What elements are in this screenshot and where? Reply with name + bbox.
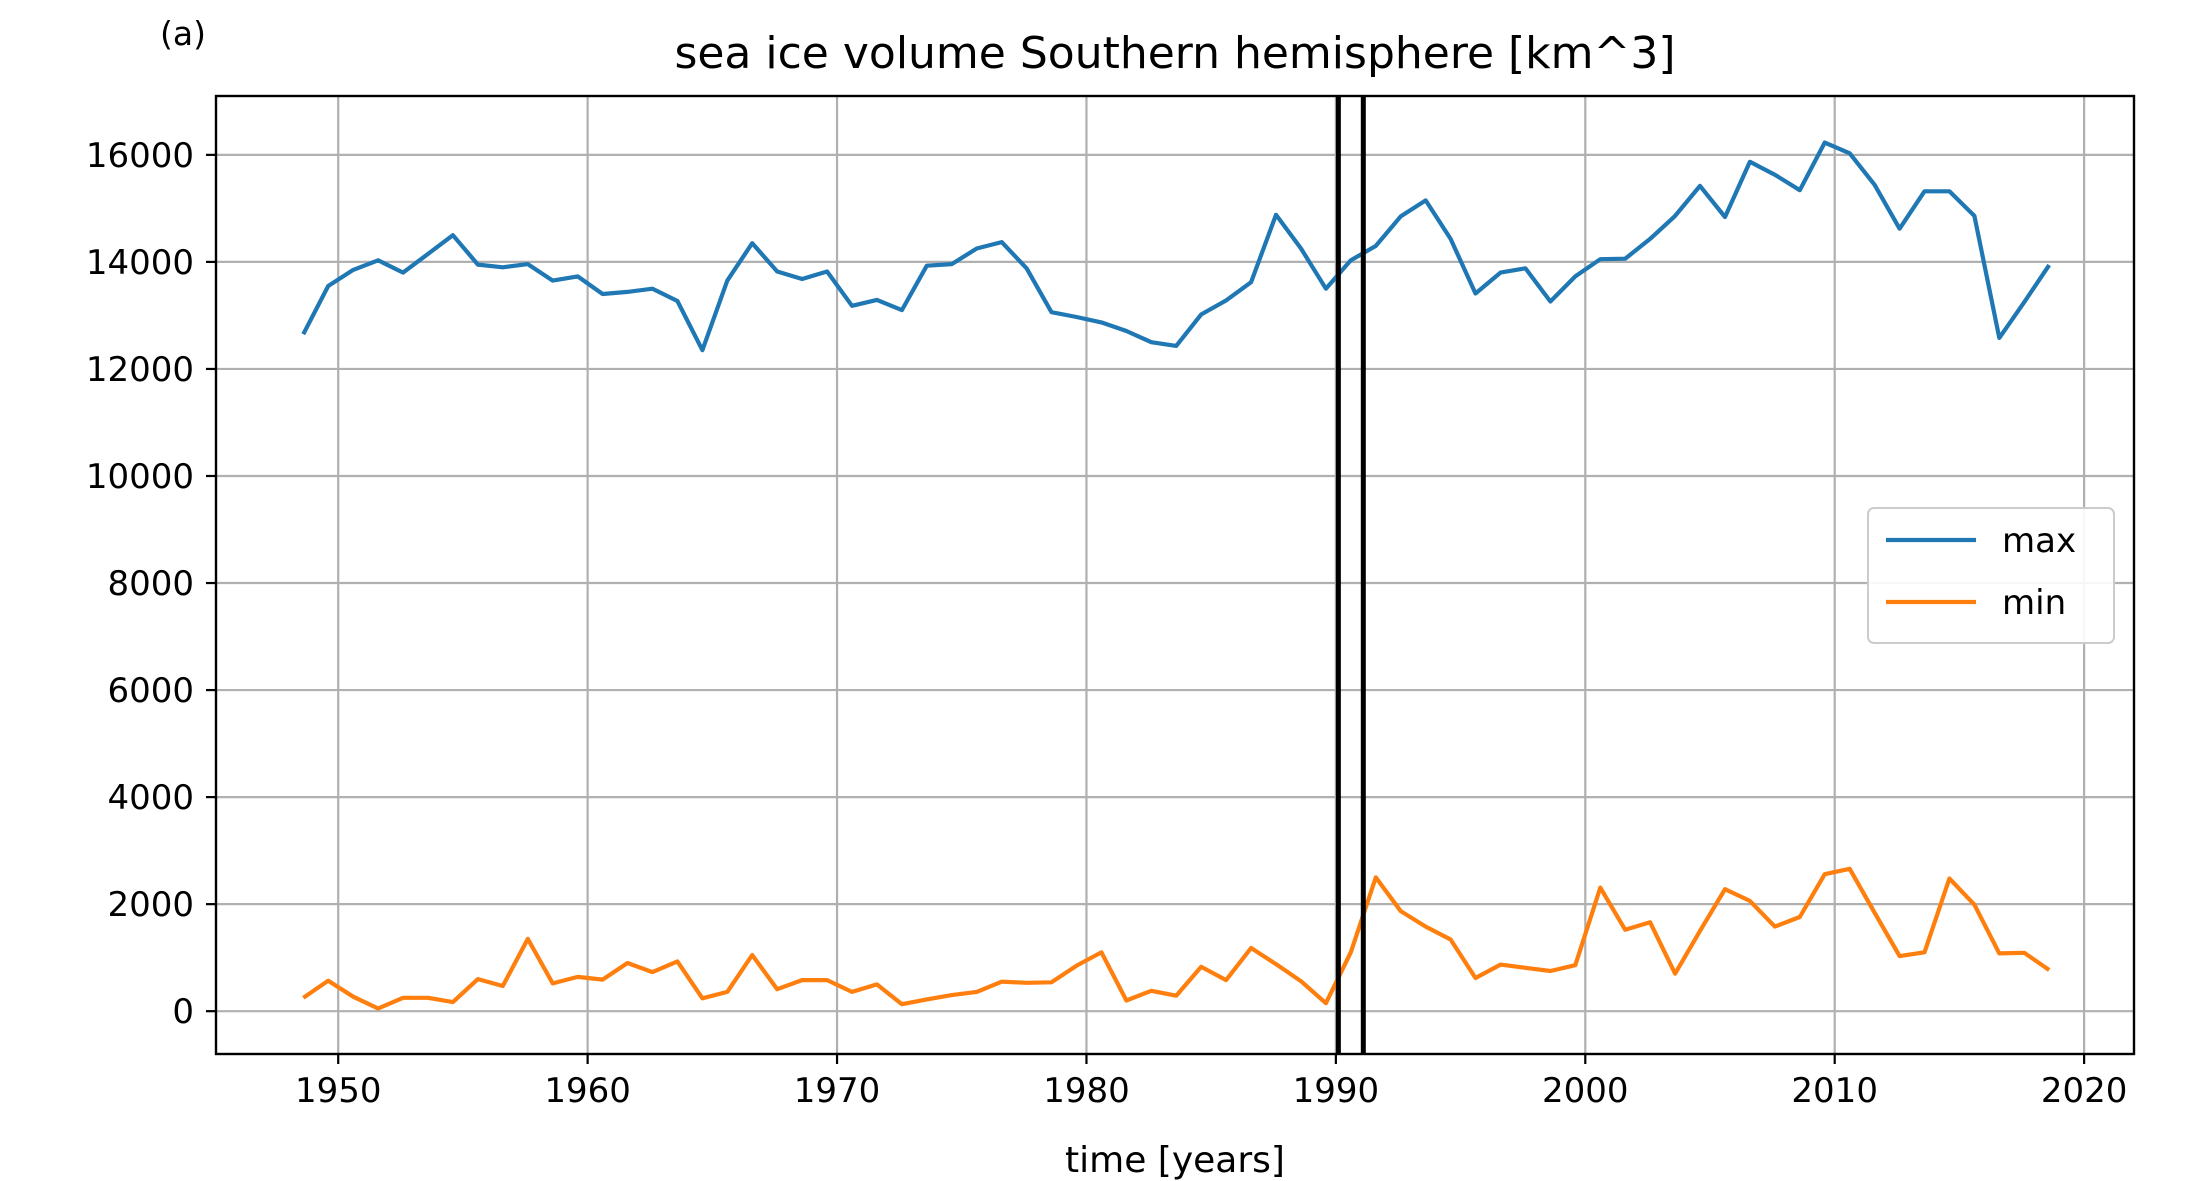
y-tick-label: 4000 bbox=[107, 778, 194, 818]
x-tick-label: 2010 bbox=[1791, 1071, 1878, 1111]
x-tick-label: 1990 bbox=[1293, 1071, 1380, 1111]
y-tick-label: 0 bbox=[172, 992, 194, 1032]
legend: max min bbox=[1867, 507, 2115, 644]
legend-label-max: max bbox=[2002, 521, 2076, 561]
series-layer bbox=[301, 140, 2051, 1011]
y-tick-label: 16000 bbox=[86, 136, 194, 176]
chart-title: sea ice volume Southern hemisphere [km^3… bbox=[674, 28, 1675, 79]
y-tick-label: 12000 bbox=[86, 350, 194, 390]
y-tick-label: 8000 bbox=[107, 564, 194, 604]
y-tick-label: 14000 bbox=[86, 243, 194, 283]
panel-label: (a) bbox=[160, 14, 206, 53]
vertical-lines bbox=[1335, 96, 1366, 1054]
x-axis: 1950 1960 1970 1980 1990 2000 2010 2020 bbox=[295, 1054, 2127, 1111]
plot-frame bbox=[214, 94, 2136, 1056]
grid bbox=[216, 96, 2134, 1054]
legend-label-min: min bbox=[2002, 583, 2066, 623]
y-tick-label: 2000 bbox=[107, 885, 194, 925]
y-tick-label: 6000 bbox=[107, 671, 194, 711]
legend-box bbox=[1867, 507, 2115, 644]
x-tick-label: 1980 bbox=[1043, 1071, 1130, 1111]
x-tick-label: 1950 bbox=[295, 1071, 382, 1111]
x-axis-label: time [years] bbox=[1065, 1140, 1285, 1181]
series-line-min bbox=[302, 866, 2051, 1011]
y-axis: 0 2000 4000 6000 8000 10000 12000 14000 16000 bbox=[86, 136, 216, 1032]
series-line-max bbox=[301, 140, 2051, 353]
x-tick-label: 1960 bbox=[544, 1071, 631, 1111]
x-tick-label: 2000 bbox=[1542, 1071, 1629, 1111]
x-tick-label: 1970 bbox=[794, 1071, 881, 1111]
x-tick-label: 2020 bbox=[2041, 1071, 2128, 1111]
y-tick-label: 10000 bbox=[86, 457, 194, 497]
